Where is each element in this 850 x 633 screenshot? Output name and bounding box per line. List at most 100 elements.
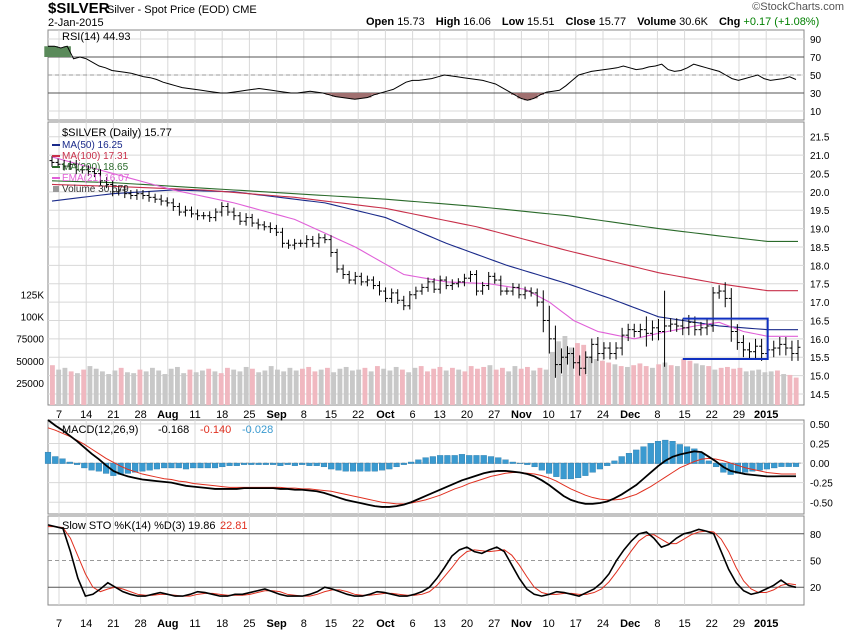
volume-bar: [593, 359, 599, 405]
x-tick-label: 6: [410, 409, 416, 421]
volume-bar: [643, 366, 649, 405]
x-tick-label: 22: [706, 409, 718, 421]
volume-bar: [143, 371, 149, 405]
volume-bar: [450, 367, 455, 405]
x-tick-label: 11: [189, 409, 200, 421]
macd-histogram-bar: [349, 462, 357, 472]
open-label: Open: [366, 16, 395, 28]
x-tick-label: 8: [654, 618, 660, 630]
chg-label: Chg: [718, 16, 741, 28]
x-tick-label: 27: [488, 409, 500, 421]
macd-histogram-bar: [255, 462, 262, 465]
volume-bar: [393, 366, 399, 405]
macd-tick-label: 0.50: [810, 420, 830, 431]
macd-histogram-bar: [691, 448, 698, 464]
price-tick-label: 20.0: [810, 188, 830, 199]
volume-bar: [443, 370, 449, 405]
volume-tick-label: 25000: [16, 379, 44, 390]
volume-bar: [556, 341, 562, 405]
volume-bar: [531, 370, 537, 405]
macd-histogram-bar: [633, 449, 640, 464]
macd-histogram-bar: [596, 462, 603, 470]
volume-legend-swatch: [53, 186, 59, 192]
x-tick-label: 13: [434, 618, 446, 630]
price-tick-label: 19.0: [810, 225, 830, 236]
macd-histogram-bar: [502, 459, 509, 464]
macd-histogram-bar: [241, 462, 248, 465]
volume-bar: [106, 374, 112, 405]
macd-histogram-bar: [270, 462, 277, 465]
high-value: 16.06: [463, 16, 491, 28]
panel-frame-price: [47, 121, 805, 406]
volume-bar: [56, 369, 62, 405]
macd-histogram-bar: [509, 461, 516, 464]
macd-histogram-bar: [219, 462, 226, 468]
macd-histogram-bar: [582, 462, 589, 476]
macd-histogram-bar: [291, 462, 298, 466]
volume-bar: [562, 336, 568, 405]
chg-value: +0.17 (+1.08%): [743, 16, 820, 28]
volume-bar: [700, 365, 705, 405]
volume-bar: [68, 371, 74, 405]
macd-histogram-bar: [364, 462, 371, 472]
price-tick-label: 21.0: [810, 151, 830, 162]
x-tick-label: 28: [134, 409, 146, 421]
macd-histogram-bar: [44, 451, 52, 464]
price-channel-annotation: [682, 317, 769, 361]
rsi-tick-label: 90: [810, 35, 822, 46]
volume-bar: [662, 362, 668, 405]
x-tick-label: 15: [325, 618, 337, 630]
macd-histogram-bar: [182, 462, 190, 470]
macd-histogram-bar: [262, 462, 269, 465]
macd-legend-title: MACD(12,26,9): [62, 424, 138, 436]
ma-legend-3: EMA(21) 16.07: [62, 173, 130, 184]
volume-bar: [287, 367, 293, 405]
volume-bar: [250, 368, 255, 405]
macd-histogram-bar: [575, 462, 582, 478]
volume-bar: [650, 367, 655, 405]
x-tick-label: 29: [733, 618, 745, 630]
price-tick-label: 18.5: [810, 243, 830, 254]
volume-bar: [275, 369, 280, 405]
macd-histogram-bar: [669, 440, 676, 464]
x-tick-label: 20: [461, 618, 473, 630]
volume-bar: [762, 372, 768, 405]
macd-histogram-bar: [204, 462, 211, 469]
macd-histogram-bar: [226, 462, 233, 466]
volume-bar: [693, 363, 699, 405]
volume-bar: [731, 368, 737, 405]
macd-histogram-bar: [59, 458, 66, 464]
macd-histogram-bar: [342, 462, 349, 472]
volume-bar: [543, 369, 549, 405]
instrument-description: Silver - Spot Price (EOD) CME: [107, 4, 257, 16]
rsi-overbought-fill: [44, 46, 71, 57]
sto-legend-k: 19.86: [188, 520, 216, 532]
volume-bar: [368, 371, 374, 405]
volume-bar: [475, 368, 480, 405]
volume-value: 30.6K: [679, 16, 708, 28]
volume-bar: [468, 366, 474, 405]
volume-bar: [793, 377, 799, 405]
macd-histogram-bar: [560, 462, 567, 480]
macd-histogram-bar: [662, 439, 669, 464]
volume-bar: [750, 370, 755, 405]
volume-bar: [406, 372, 412, 405]
volume-bar: [587, 356, 593, 405]
macd-histogram-bar: [52, 456, 59, 464]
price-tick-label: 19.5: [810, 206, 830, 217]
macd-histogram-bar: [320, 462, 328, 468]
macd-histogram-bar: [531, 462, 538, 468]
ma-legend-0: MA(50) 16.25: [62, 140, 123, 151]
x-tick-label: 14: [80, 409, 92, 421]
volume-bar: [675, 366, 680, 405]
rsi-tick-label: 30: [810, 89, 822, 100]
macd-histogram-bar: [647, 443, 654, 464]
volume-bar: [356, 369, 362, 405]
volume-tick-label: 75000: [16, 335, 44, 346]
macd-histogram-bar: [429, 456, 436, 464]
macd-histogram-bar: [81, 462, 88, 469]
macd-histogram-bar: [466, 455, 473, 464]
volume-bar: [737, 367, 743, 405]
macd-histogram-bar: [684, 446, 691, 464]
